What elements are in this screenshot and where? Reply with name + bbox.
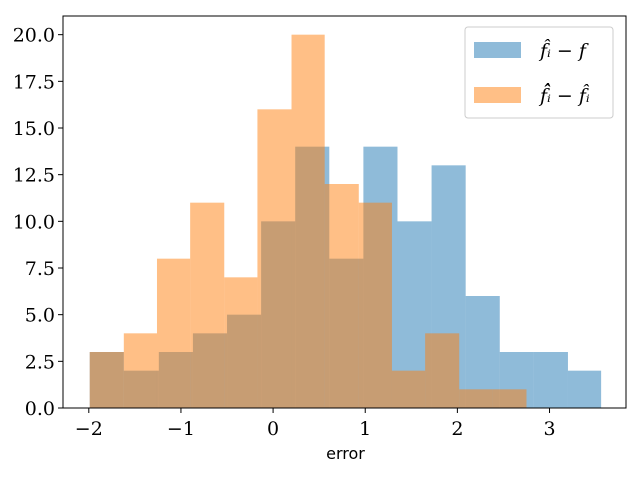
ticks-layer: −2 −1 0 1 2 3 0.0 2.5 5.0 7.5 10.0 12.5 15.0 17.5 20.0	[13, 25, 556, 440]
bar-series-2	[459, 389, 493, 408]
bar-series-2	[425, 333, 460, 408]
legend-swatch-series-1	[474, 42, 521, 58]
legend-label-series-2: f̂̂ᵢ − f̂ᵢ	[538, 82, 590, 107]
x-tick-label: 0	[267, 418, 279, 440]
y-tick-label: 12.5	[13, 165, 55, 187]
bar-series-2	[391, 370, 426, 408]
bar-series-2	[324, 184, 359, 408]
bar-series-2	[291, 34, 325, 409]
y-tick-label: 20.0	[13, 25, 55, 47]
bar-series-1	[567, 370, 602, 408]
y-tick-label: 10.0	[13, 211, 55, 233]
bar-series-1	[533, 352, 568, 408]
bar-series-2	[224, 277, 258, 408]
x-tick-label: −1	[167, 418, 195, 440]
legend-box	[464, 26, 614, 119]
x-axis-label: error	[326, 444, 365, 463]
bar-series-2	[190, 202, 225, 408]
bar-series-2	[358, 202, 392, 408]
y-tick-label: 17.5	[13, 71, 55, 93]
x-tick-label: 2	[451, 418, 463, 440]
bar-series-2	[492, 389, 527, 408]
y-tick-label: 0.0	[25, 398, 55, 420]
bar-series-2	[89, 352, 124, 408]
legend-swatch-series-2	[474, 87, 521, 103]
bar-series-2	[257, 109, 292, 408]
plot-frame	[62, 15, 627, 409]
x-tick-label: 1	[359, 418, 371, 440]
bar-series-2	[156, 258, 191, 408]
legend: f̂ᵢ − f f̂̂ᵢ − f̂ᵢ	[464, 26, 614, 119]
y-tick-label: 5.0	[25, 305, 55, 327]
bar-series-2	[123, 333, 157, 408]
y-tick-label: 2.5	[25, 351, 55, 373]
bars-layer	[89, 34, 602, 409]
y-tick-label: 15.0	[13, 118, 55, 140]
y-tick-label: 7.5	[25, 258, 55, 280]
x-tick-label: −2	[75, 418, 103, 440]
legend-label-series-1: f̂ᵢ − f	[538, 39, 589, 62]
x-tick-label: 3	[543, 418, 555, 440]
